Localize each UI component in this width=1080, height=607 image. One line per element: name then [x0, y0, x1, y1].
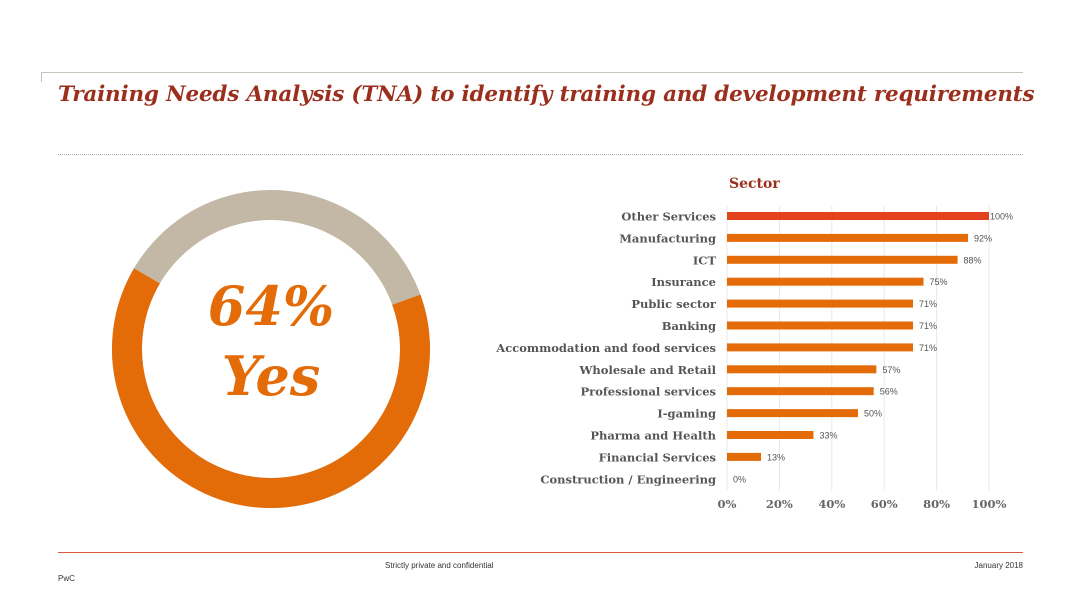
category-label: Insurance	[651, 275, 716, 289]
bar	[727, 277, 924, 286]
data-label: 100%	[990, 212, 1013, 222]
data-label: 56%	[880, 387, 898, 397]
bar	[727, 387, 874, 396]
donut-svg	[112, 190, 430, 508]
page-title: Training Needs Analysis (TNA) to identif…	[58, 82, 1035, 107]
category-label: Construction / Engineering	[540, 472, 716, 486]
bar	[727, 452, 762, 461]
donut-percent-label: 64%	[207, 274, 335, 338]
x-tick-label: 60%	[871, 497, 898, 511]
category-label: Professional services	[580, 385, 716, 399]
footer-date: January 2018	[974, 561, 1023, 570]
footer-confidential: Strictly private and confidential	[385, 561, 494, 570]
data-label: 71%	[919, 299, 937, 309]
bar	[727, 431, 814, 439]
title-divider	[58, 154, 1023, 155]
data-label: 13%	[767, 452, 785, 462]
bar	[727, 212, 989, 220]
bar	[727, 233, 969, 242]
donut-answer-label: Yes	[221, 344, 321, 408]
header-rule-tick	[41, 72, 42, 82]
bar	[727, 343, 914, 352]
category-label: Accommodation and food services	[495, 341, 716, 355]
category-label: Financial Services	[599, 450, 716, 464]
header-rule	[41, 72, 1023, 73]
bar	[727, 409, 858, 418]
data-label: 57%	[882, 365, 900, 375]
chart-title: Sector	[729, 176, 780, 192]
category-label: Other Services	[621, 210, 716, 224]
x-tick-label: 80%	[923, 497, 950, 511]
data-label: 88%	[964, 255, 982, 265]
category-label: ICT	[693, 253, 717, 267]
data-label: 92%	[974, 233, 992, 243]
category-label: Manufacturing	[619, 231, 716, 245]
data-label: 71%	[919, 321, 937, 331]
data-label: 71%	[919, 343, 937, 353]
x-tick-label: 100%	[972, 497, 1007, 511]
x-tick-label: 40%	[818, 497, 845, 511]
donut-chart: 64% Yes	[110, 188, 432, 510]
data-label: 33%	[819, 431, 837, 441]
bar	[727, 299, 914, 308]
data-label: 75%	[930, 277, 948, 287]
data-label: 50%	[864, 409, 882, 419]
x-tick-label: 20%	[766, 497, 793, 511]
footer-rule	[58, 552, 1023, 553]
x-tick-label: 0%	[718, 497, 737, 511]
footer-brand: PwC	[58, 574, 75, 583]
data-label: 0%	[733, 474, 746, 484]
category-label: I-gaming	[657, 407, 716, 421]
bar	[727, 321, 914, 330]
category-label: Banking	[662, 319, 716, 333]
bar	[727, 365, 877, 374]
category-label: Wholesale and Retail	[579, 363, 717, 377]
category-label: Pharma and Health	[590, 429, 716, 443]
category-label: Public sector	[631, 297, 717, 311]
bar	[727, 255, 958, 264]
